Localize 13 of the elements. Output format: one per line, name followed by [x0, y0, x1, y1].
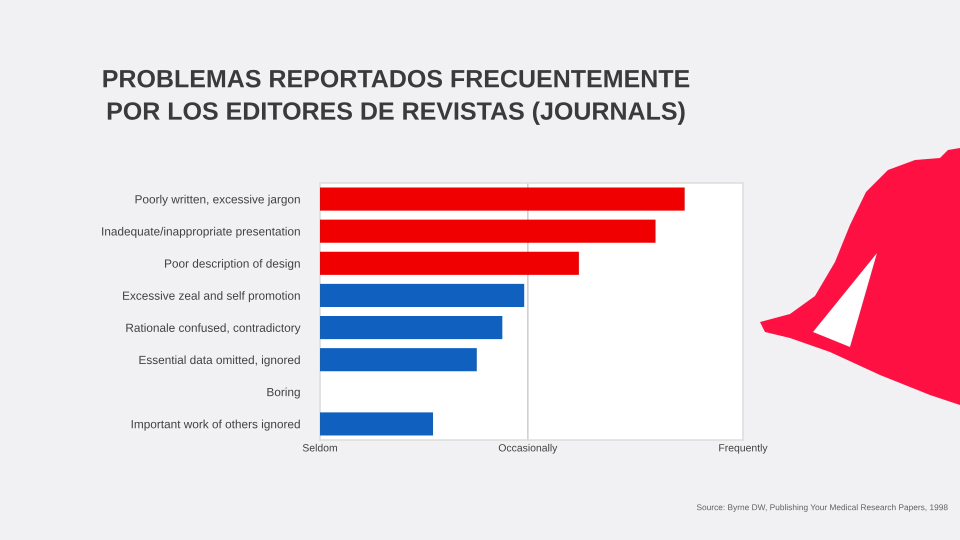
y-tick-label: Excessive zeal and self promotion	[123, 291, 300, 302]
y-tick-label: Rationale confused, contradictory	[126, 323, 301, 334]
y-tick-label: Important work of others ignored	[132, 420, 300, 431]
chart-title: PROBLEMAS REPORTADOS FRECUENTEMENTE POR LOS EDITORES DE REVISTAS (JOURNALS)	[103, 70, 690, 125]
source-note: Source: Byrne DW, Publishing Your Medical Research Papers, 1998	[696, 504, 948, 512]
y-tick-label: Boring	[267, 388, 300, 399]
ref-line-label: Seldom	[302, 444, 337, 452]
y-tick-label: Essential data omitted, ignored	[139, 355, 300, 366]
y-tick-label: Inadequate/inappropriate presentation	[102, 226, 300, 238]
ref-line-label: Frequently	[719, 444, 768, 454]
y-tick-label: Poorly written, excessive jargon	[136, 194, 300, 206]
ref-line-label: Occasionally	[498, 444, 558, 454]
y-tick-label: Poor description of design	[165, 259, 300, 270]
